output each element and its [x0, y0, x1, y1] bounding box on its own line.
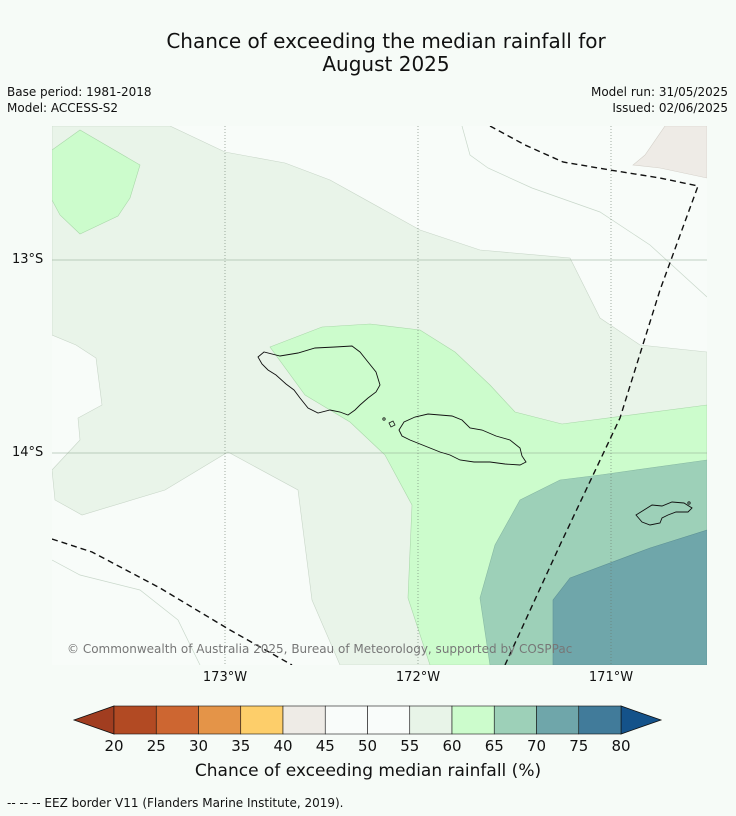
- meta-right: Model run: 31/05/2025 Issued: 02/06/2025: [591, 84, 728, 116]
- colorbar-segments: [113, 705, 622, 735]
- lat-label-14s: 14°S: [12, 445, 44, 460]
- colorbar-tick-label: 20: [104, 737, 124, 755]
- island-upolu: [398, 413, 527, 466]
- colorbar-tick-label: 70: [526, 737, 547, 755]
- colorbar-tick-label: 45: [315, 737, 335, 755]
- colorbar-segment: [578, 705, 622, 735]
- colorbar-segment: [451, 705, 495, 735]
- colorbar-tick-label: 65: [484, 737, 504, 755]
- colorbar-segment: [198, 705, 242, 735]
- chart-title: Chance of exceeding the median rainfall …: [0, 30, 736, 76]
- colorbar-tick-label: 75: [569, 737, 589, 755]
- colorbar-under-arrow: [72, 705, 115, 735]
- colorbar-segment: [282, 705, 326, 735]
- eez-border-southwest: [52, 538, 293, 665]
- issued-date: Issued: 02/06/2025: [612, 101, 728, 115]
- gridlines: [52, 259, 707, 454]
- colorbar-segment: [155, 705, 199, 735]
- base-period: Base period: 1981-2018: [7, 85, 152, 99]
- map-area: [52, 126, 707, 665]
- contour-line-2: [52, 559, 201, 665]
- colorbar-tick-label: 50: [357, 737, 378, 755]
- colorbar-segment: [409, 705, 453, 735]
- copyright-text: © Commonwealth of Australia 2025, Bureau…: [67, 642, 573, 656]
- zone-40-45: [632, 126, 707, 179]
- islet-3: [687, 501, 691, 505]
- contour-line-1: [461, 126, 707, 298]
- lon-label-173w: 173°W: [202, 670, 248, 685]
- lon-label-172w: 172°W: [395, 670, 441, 685]
- colorbar-label: Chance of exceeding median rainfall (%): [194, 761, 542, 781]
- colorbar: [72, 705, 663, 735]
- colorbar-tick-label: 35: [231, 737, 251, 755]
- model-name: Model: ACCESS-S2: [7, 101, 119, 115]
- colorbar-segment: [324, 705, 368, 735]
- zone-60-65-northwest: [52, 129, 141, 235]
- islet-2: [388, 420, 396, 428]
- colorbar-tick-label: 25: [146, 737, 166, 755]
- lat-label-13s: 13°S: [12, 252, 44, 267]
- islet-1: [382, 417, 386, 421]
- colorbar-segment: [240, 705, 284, 735]
- eez-border-east: [489, 126, 699, 665]
- colorbar-tick-label: 60: [442, 737, 462, 755]
- title-line-1: Chance of exceeding the median rainfall …: [166, 29, 606, 53]
- island-tutuila: [635, 501, 693, 526]
- model-run: Model run: 31/05/2025: [590, 85, 728, 99]
- footnote: -- -- -- EEZ border V11 (Flanders Marine…: [7, 796, 344, 810]
- colorbar-tick-label: 55: [400, 737, 420, 755]
- island-savaii: [257, 345, 381, 416]
- colorbar-over-arrow: [620, 705, 663, 735]
- meta-left: Base period: 1981-2018 Model: ACCESS-S2: [7, 84, 152, 116]
- title-line-2: August 2025: [322, 52, 450, 76]
- colorbar-tick-label: 30: [188, 737, 209, 755]
- colorbar-segment: [493, 705, 537, 735]
- colorbar-tick-label: 80: [611, 737, 631, 755]
- colorbar-segment: [113, 705, 157, 735]
- colorbar-tick-label: 40: [273, 737, 293, 755]
- colorbar-segment: [536, 705, 580, 735]
- colorbar-segment: [367, 705, 411, 735]
- zone-70-75: [552, 529, 707, 665]
- lon-label-171w: 171°W: [588, 670, 634, 685]
